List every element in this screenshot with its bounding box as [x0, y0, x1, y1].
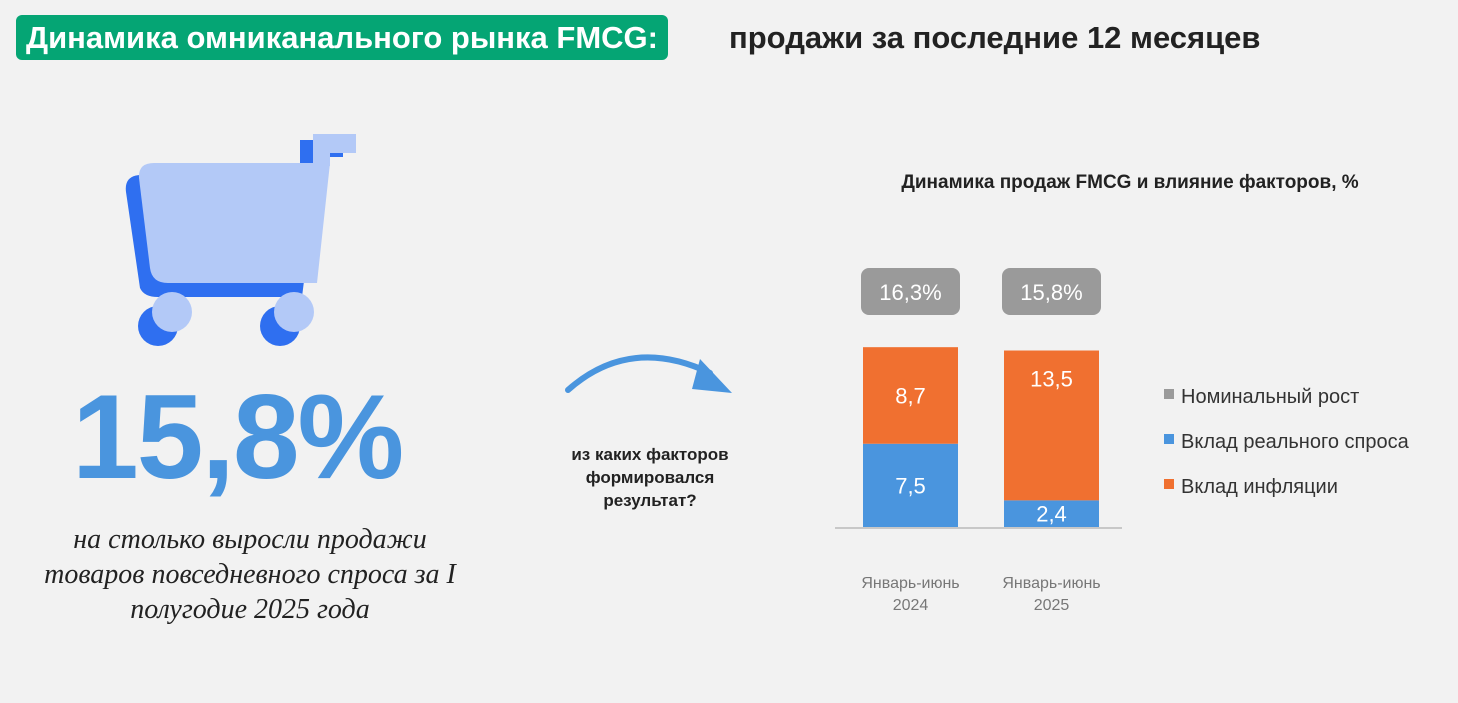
data-label: 7,5 — [895, 473, 926, 498]
shopping-cart-icon — [125, 134, 356, 346]
category-label: Январь-июнь — [1002, 575, 1100, 592]
page-title: продажи за последние 12 месяцев — [729, 20, 1261, 55]
hero-caption: на столько выросли продажи товаров повсе… — [44, 524, 456, 625]
curved-arrow-icon — [565, 354, 732, 393]
hero-value: 15,8% — [72, 370, 404, 504]
legend-item: Вклад инфляции — [1181, 476, 1338, 498]
factors-question: из каких факторов формировался результат… — [571, 445, 729, 510]
category-label: 2024 — [893, 597, 929, 614]
bar-segment-real-demand — [1004, 500, 1099, 527]
data-label: 2,4 — [1036, 502, 1067, 527]
total-badge — [861, 268, 960, 315]
data-label: 8,7 — [895, 383, 926, 408]
legend-item: Номинальный рост — [1181, 386, 1359, 408]
category-label: Январь-июнь — [861, 575, 959, 592]
legend-item: Вклад реального спроса — [1181, 431, 1410, 453]
bar-segment-real-demand — [863, 443, 958, 527]
total-badge — [1002, 268, 1101, 315]
bar-segment-inflation — [863, 347, 958, 444]
chart-title: Динамика продаж FMCG и влияние факторов,… — [901, 172, 1359, 193]
legend-swatch — [1164, 479, 1174, 489]
data-label: 13,5 — [1030, 367, 1073, 392]
total-label: 15,8% — [1020, 280, 1082, 305]
legend-swatch — [1164, 389, 1174, 399]
legend-swatch — [1164, 434, 1174, 444]
total-label: 16,3% — [879, 280, 941, 305]
category-label: 2025 — [1034, 597, 1070, 614]
page-title-highlight: Динамика омниканального рынка FMCG: — [16, 15, 668, 60]
bar-segment-inflation — [1004, 350, 1099, 501]
